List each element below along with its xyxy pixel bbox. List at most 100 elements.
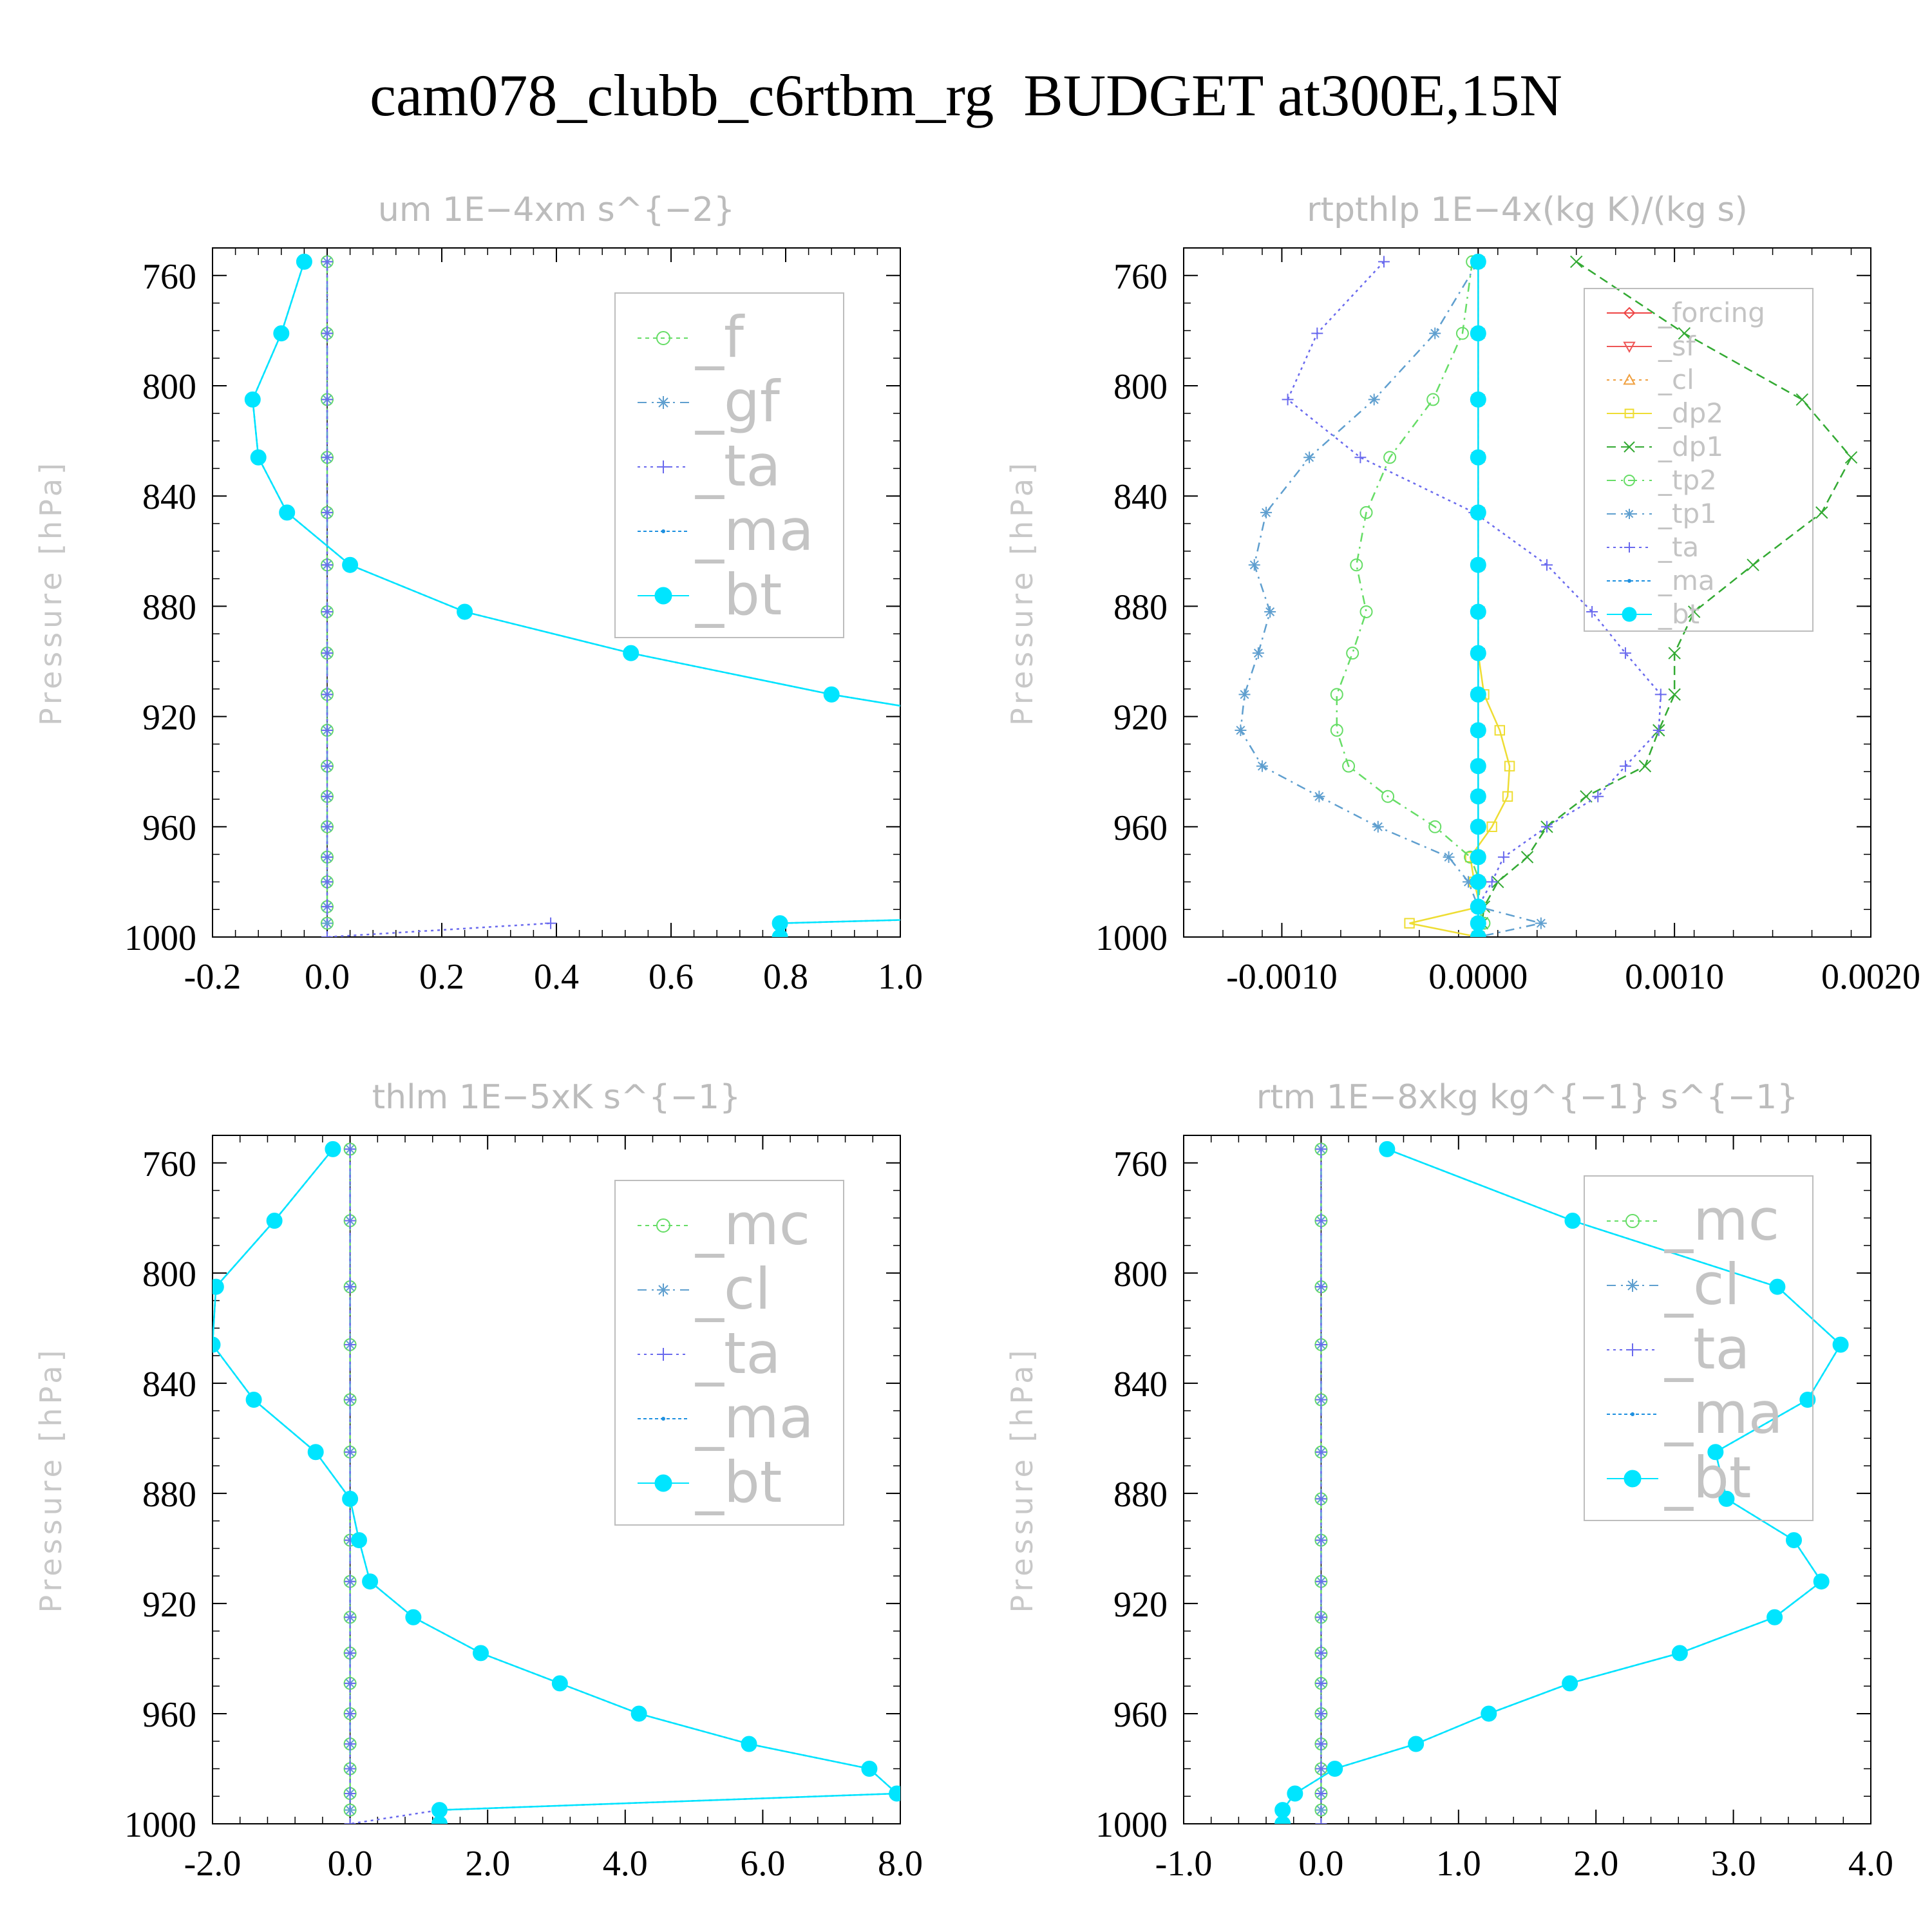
legend-label: _dp2 <box>1658 397 1723 429</box>
series-ta-point <box>321 327 333 339</box>
series-bt-point <box>1219 759 1235 774</box>
series-ta-point <box>1378 256 1390 268</box>
series-dp1-point <box>1844 451 1858 464</box>
series-tp1-point <box>1260 506 1273 518</box>
series-bt-point <box>1274 1815 1291 1824</box>
series-ta-point <box>321 876 333 888</box>
series-bt-point <box>1470 645 1486 661</box>
series-ta-point <box>1315 1281 1327 1293</box>
series-bt-point <box>1470 603 1486 620</box>
series-ta-point <box>1315 1763 1327 1775</box>
series-layer <box>1235 253 1858 937</box>
legend-label: _forcing <box>1658 297 1765 328</box>
series-ta-point <box>321 931 333 937</box>
series-tp1-point <box>1248 559 1260 571</box>
legend-box <box>614 1180 844 1526</box>
series-bt-point <box>1470 873 1486 890</box>
series-bt-point <box>630 1705 647 1722</box>
x-tick-label: 0.2 <box>419 957 464 997</box>
series-ta-point <box>321 647 333 659</box>
series-ta-point <box>1586 605 1598 618</box>
legend-marker <box>656 331 670 345</box>
series-dp2-point <box>1504 761 1515 772</box>
series-bt-point <box>457 603 473 620</box>
x-tick-label: 8.0 <box>878 1844 923 1884</box>
legend-label: _ma <box>695 497 814 564</box>
series-bt-point <box>1564 1213 1581 1229</box>
series-bt-point <box>1379 1141 1396 1157</box>
series-bt-point <box>1470 504 1486 521</box>
series-ta-point <box>1653 724 1665 736</box>
panel-thlm: thlm 1E−5xK s^{−1} Pressure [hPa] 760 800 84… <box>33 1078 923 1884</box>
series-bt-point <box>1327 1760 1343 1777</box>
series-tp2-point <box>1330 688 1343 701</box>
panel-um: um 1E−4xm s^{−2} Pressure [hPa] 760 800 840 8… <box>33 191 1235 997</box>
series-ta-point <box>321 506 333 518</box>
series-ta-point <box>1315 1143 1327 1155</box>
series-ta-line <box>1287 261 1662 937</box>
series-ta-point <box>1282 393 1294 406</box>
legend-label: _ta <box>1658 531 1699 563</box>
series-ta-point <box>344 1281 356 1293</box>
y-tick-label: 760 <box>142 257 196 297</box>
series-tp1-point <box>1238 688 1251 701</box>
panel-title: rtm 1E−8xkg kg^{−1} s^{−1} <box>1256 1078 1799 1117</box>
series-bt-point <box>266 1213 283 1229</box>
legend-marker <box>661 529 665 533</box>
legend-marker <box>654 1474 672 1492</box>
series-bt-point <box>1671 1645 1688 1662</box>
series-bt-point <box>1470 929 1486 937</box>
legend-marker <box>1624 542 1634 553</box>
plot-frame <box>1183 1135 1871 1824</box>
series-ta-point <box>1315 1215 1327 1227</box>
y-tick-label: 960 <box>142 1695 196 1735</box>
series-tp2-point <box>1455 327 1469 340</box>
y-tick-label: 880 <box>1113 587 1168 627</box>
series-bt-point <box>823 686 840 703</box>
series-bt-point <box>1408 1736 1425 1752</box>
y-axis-label: Pressure [hPa] <box>33 459 68 726</box>
series-layer <box>1274 1141 1849 1824</box>
series-ta-point <box>344 1647 356 1659</box>
series-bt-point <box>1707 1444 1724 1461</box>
y-tick-label: 1000 <box>1095 918 1168 958</box>
panel-rtm: rtm 1E−8xkg kg^{−1} s^{−1} Pressure [hPa]… <box>1005 1078 1893 1884</box>
series-bt-point <box>623 645 639 661</box>
x-tick-label: 0.8 <box>763 957 808 997</box>
series-bt-point <box>1769 1278 1786 1295</box>
series-ta-point <box>1619 647 1631 659</box>
series-ta-line <box>349 1149 440 1824</box>
series-bt-point <box>213 1336 221 1353</box>
x-tick-label: 1.0 <box>1436 1844 1481 1884</box>
y-tick-label: 1000 <box>124 1805 196 1845</box>
series-dp1-point <box>1747 558 1759 571</box>
legend-marker <box>1624 509 1634 519</box>
series-bt-point <box>741 1736 757 1752</box>
series-tp2-point <box>1383 451 1397 464</box>
legend-label: _cl <box>695 1256 771 1322</box>
series-dp1-point <box>1678 327 1691 340</box>
series-ta-point <box>321 451 333 464</box>
y-tick-label: 840 <box>142 477 196 517</box>
plot-frame <box>212 247 901 938</box>
series-ta-point <box>1315 1534 1327 1546</box>
series-ta-point <box>1619 760 1631 772</box>
legend-label: _bt <box>695 1449 782 1515</box>
legend-marker <box>1624 475 1635 486</box>
series-ta-point <box>344 1763 356 1775</box>
legend-label: _bt <box>1658 598 1700 630</box>
series-bt-point <box>1832 1336 1849 1353</box>
series-ta-point <box>1311 327 1323 339</box>
series-ta-point <box>1540 820 1553 833</box>
series-ta-point <box>344 1787 356 1799</box>
x-tick-label: 6.0 <box>740 1844 785 1884</box>
series-bt-point <box>250 449 267 466</box>
series-bt-point <box>1470 556 1486 573</box>
legend-label: _bt <box>695 562 782 628</box>
y-tick-label: 840 <box>1113 477 1168 517</box>
series-ta-point <box>321 760 333 772</box>
series-dp2-point <box>1502 791 1513 802</box>
series-bt-point <box>1274 1802 1291 1819</box>
series-tp1-point <box>1264 605 1276 618</box>
